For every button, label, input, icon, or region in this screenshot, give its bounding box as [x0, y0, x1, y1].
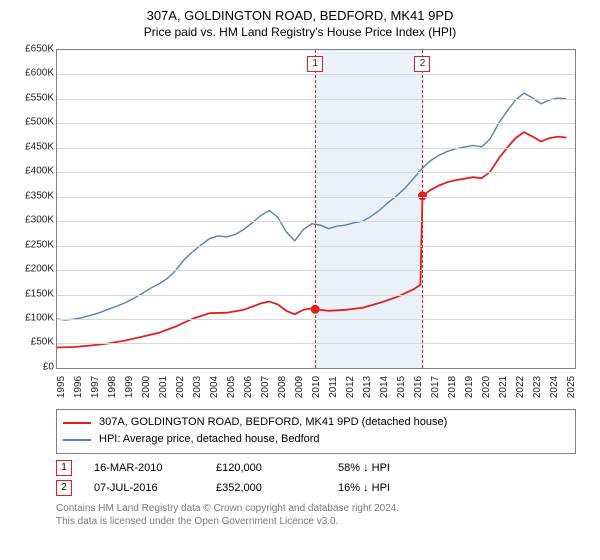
x-tick: 1999 — [124, 376, 135, 398]
x-tick: 2022 — [515, 376, 526, 398]
legend-label: HPI: Average price, detached house, Bedf… — [99, 431, 320, 449]
plot-region: 12 — [56, 49, 576, 369]
footer-line1: Contains HM Land Registry data © Crown c… — [56, 502, 576, 515]
y-tick: £300K — [14, 215, 54, 226]
x-tick: 2018 — [447, 376, 458, 398]
y-tick: £550K — [14, 92, 54, 103]
event-price: £352,000 — [216, 482, 316, 494]
y-tick: £250K — [14, 239, 54, 250]
event-delta: 58% ↓ HPI — [338, 462, 438, 474]
x-tick: 2006 — [243, 376, 254, 398]
x-tick: 2003 — [192, 376, 203, 398]
chart-subtitle: Price paid vs. HM Land Registry's House … — [12, 25, 588, 39]
x-tick: 2020 — [481, 376, 492, 398]
legend-item: 307A, GOLDINGTON ROAD, BEDFORD, MK41 9PD… — [63, 414, 569, 432]
legend-swatch — [63, 439, 91, 441]
event-marker-label: 2 — [414, 56, 430, 72]
y-tick: £450K — [14, 141, 54, 152]
y-tick: £100K — [14, 312, 54, 323]
x-tick: 2002 — [175, 376, 186, 398]
chart-area: 12 £0£50K£100K£150K£200K£250K£300K£350K£… — [12, 45, 588, 405]
events-table: 1 16-MAR-2010 £120,000 58% ↓ HPI 2 07-JUL-201… — [56, 460, 576, 496]
x-tick: 2014 — [379, 376, 390, 398]
legend-swatch — [63, 422, 91, 424]
x-tick: 2001 — [158, 376, 169, 398]
legend-item: HPI: Average price, detached house, Bedf… — [63, 431, 569, 449]
x-tick: 2005 — [226, 376, 237, 398]
y-tick: £600K — [14, 68, 54, 79]
event-number: 2 — [56, 480, 72, 496]
x-tick: 2011 — [328, 376, 339, 398]
event-price: £120,000 — [216, 462, 316, 474]
x-tick: 2021 — [498, 376, 509, 398]
x-tick: 2015 — [396, 376, 407, 398]
x-tick: 2019 — [464, 376, 475, 398]
x-tick: 2004 — [209, 376, 220, 398]
y-tick: £50K — [14, 337, 54, 348]
x-tick: 2009 — [294, 376, 305, 398]
y-tick: £350K — [14, 190, 54, 201]
x-tick: 1998 — [107, 376, 118, 398]
chart-title: 307A, GOLDINGTON ROAD, BEDFORD, MK41 9PD — [12, 8, 588, 25]
x-tick: 2016 — [413, 376, 424, 398]
series-property — [57, 132, 567, 347]
legend-label: 307A, GOLDINGTON ROAD, BEDFORD, MK41 9PD… — [99, 414, 447, 432]
event-marker-label: 1 — [307, 56, 323, 72]
x-tick: 2000 — [141, 376, 152, 398]
x-tick: 2013 — [362, 376, 373, 398]
footer-attribution: Contains HM Land Registry data © Crown c… — [56, 502, 576, 528]
y-tick: £0 — [14, 361, 54, 372]
event-date: 07-JUL-2016 — [94, 482, 194, 494]
footer-line2: This data is licensed under the Open Gov… — [56, 515, 576, 528]
legend-box: 307A, GOLDINGTON ROAD, BEDFORD, MK41 9PD… — [56, 409, 576, 454]
x-tick: 2010 — [311, 376, 322, 398]
x-tick: 1995 — [56, 376, 67, 398]
event-line — [315, 50, 316, 368]
event-row: 2 07-JUL-2016 £352,000 16% ↓ HPI — [56, 480, 576, 496]
event-delta: 16% ↓ HPI — [338, 482, 438, 494]
event-row: 1 16-MAR-2010 £120,000 58% ↓ HPI — [56, 460, 576, 476]
y-tick: £400K — [14, 166, 54, 177]
y-tick: £650K — [14, 43, 54, 54]
x-tick: 2012 — [345, 376, 356, 398]
x-tick: 1996 — [73, 376, 84, 398]
series-hpi — [57, 93, 567, 320]
x-tick: 1997 — [90, 376, 101, 398]
event-number: 1 — [56, 460, 72, 476]
y-tick: £200K — [14, 264, 54, 275]
event-line — [422, 50, 423, 368]
y-tick: £500K — [14, 117, 54, 128]
x-tick: 2008 — [277, 376, 288, 398]
x-tick: 2024 — [549, 376, 560, 398]
x-tick: 2007 — [260, 376, 271, 398]
y-tick: £150K — [14, 288, 54, 299]
x-tick: 2023 — [532, 376, 543, 398]
event-date: 16-MAR-2010 — [94, 462, 194, 474]
x-tick: 2017 — [430, 376, 441, 398]
x-tick: 2025 — [566, 376, 577, 398]
